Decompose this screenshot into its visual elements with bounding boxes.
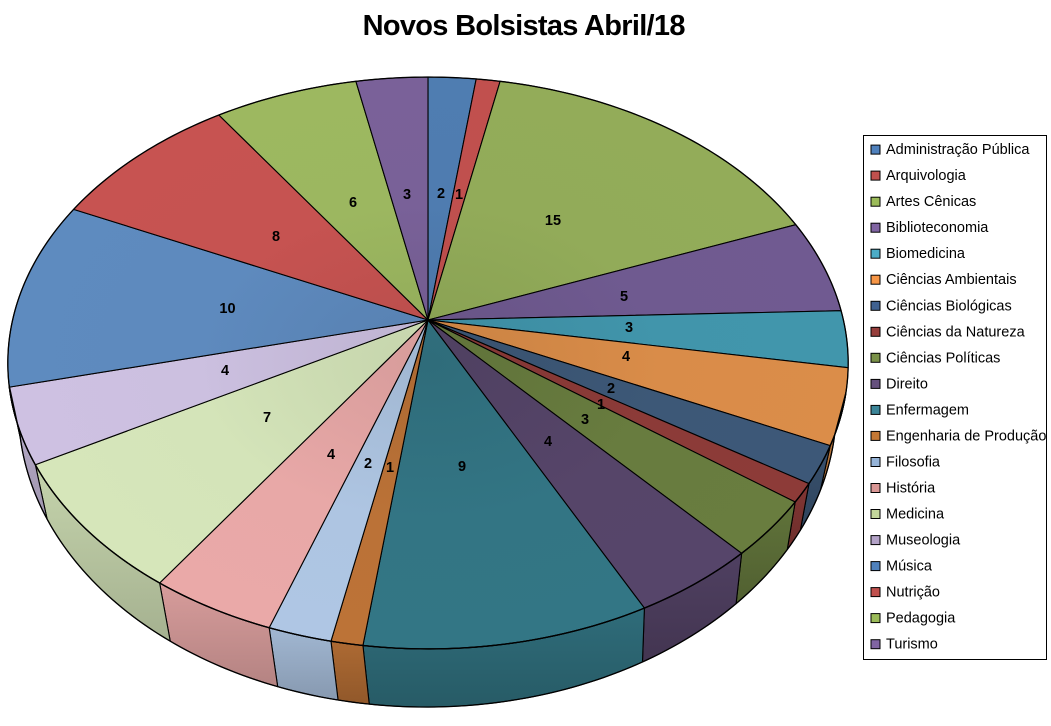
svg-text:15: 15 bbox=[545, 213, 561, 229]
svg-text:Direito: Direito bbox=[886, 376, 928, 392]
svg-text:3: 3 bbox=[581, 412, 589, 428]
svg-text:Biblioteconomia: Biblioteconomia bbox=[886, 220, 989, 236]
svg-text:Música: Música bbox=[886, 559, 933, 575]
svg-text:4: 4 bbox=[221, 363, 229, 379]
svg-text:3: 3 bbox=[625, 320, 633, 336]
svg-text:Turismo: Turismo bbox=[886, 637, 938, 653]
svg-text:2: 2 bbox=[364, 456, 372, 472]
svg-text:9: 9 bbox=[458, 459, 466, 475]
svg-text:Nutrição: Nutrição bbox=[886, 585, 940, 601]
svg-text:Ciências Ambientais: Ciências Ambientais bbox=[886, 272, 1017, 288]
svg-text:4: 4 bbox=[622, 349, 630, 365]
svg-text:Novos Bolsistas Abril/18: Novos Bolsistas Abril/18 bbox=[363, 10, 686, 42]
svg-text:Medicina: Medicina bbox=[886, 507, 945, 523]
svg-text:Administração Pública: Administração Pública bbox=[886, 142, 1030, 158]
svg-text:2: 2 bbox=[607, 381, 615, 397]
svg-text:8: 8 bbox=[272, 229, 280, 245]
svg-text:Engenharia de Produção: Engenharia de Produção bbox=[886, 428, 1046, 444]
svg-text:7: 7 bbox=[263, 410, 271, 426]
svg-text:1: 1 bbox=[455, 187, 463, 203]
svg-text:Artes Cênicas: Artes Cênicas bbox=[886, 194, 976, 210]
svg-text:2: 2 bbox=[437, 186, 445, 202]
svg-text:História: História bbox=[886, 481, 936, 497]
svg-text:4: 4 bbox=[544, 434, 552, 450]
svg-text:Biomedicina: Biomedicina bbox=[886, 246, 966, 262]
svg-text:6: 6 bbox=[349, 195, 357, 211]
svg-text:10: 10 bbox=[219, 301, 235, 317]
svg-text:Filosofia: Filosofia bbox=[886, 455, 941, 471]
svg-text:4: 4 bbox=[327, 447, 335, 463]
svg-text:1: 1 bbox=[597, 397, 605, 413]
svg-text:Arquivologia: Arquivologia bbox=[886, 168, 967, 184]
svg-text:Ciências da Natureza: Ciências da Natureza bbox=[886, 324, 1026, 340]
svg-text:Enfermagem: Enfermagem bbox=[886, 402, 969, 418]
svg-text:Ciências Biológicas: Ciências Biológicas bbox=[886, 298, 1012, 314]
svg-text:Pedagogia: Pedagogia bbox=[886, 611, 956, 627]
svg-text:1: 1 bbox=[386, 460, 394, 476]
svg-text:5: 5 bbox=[620, 289, 628, 305]
svg-text:3: 3 bbox=[403, 187, 411, 203]
svg-text:Ciências Políticas: Ciências Políticas bbox=[886, 350, 1000, 366]
svg-text:Museologia: Museologia bbox=[886, 533, 961, 549]
